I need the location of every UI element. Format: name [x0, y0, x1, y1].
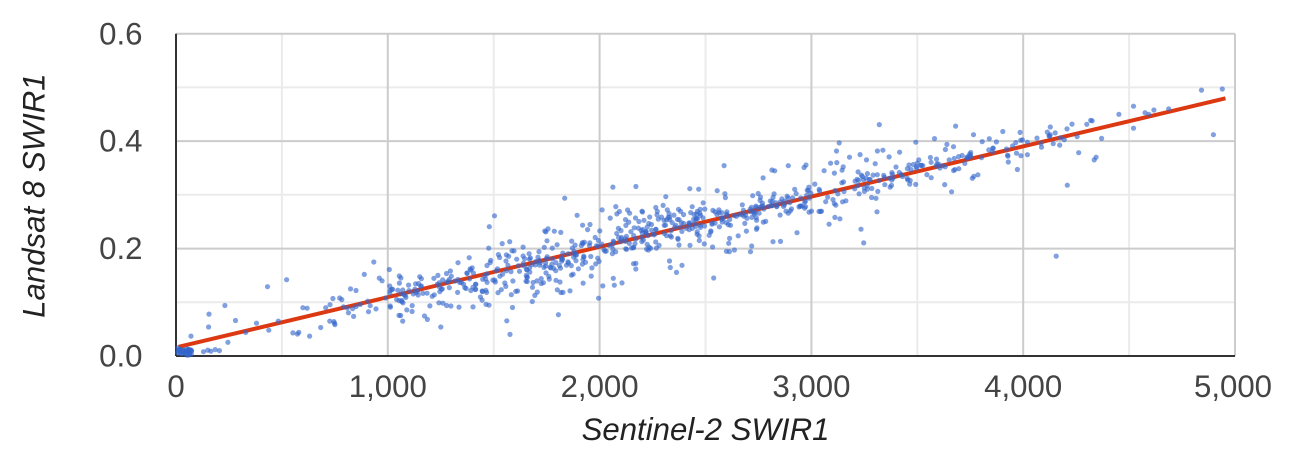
svg-text:Landsat 8 SWIR1: Landsat 8 SWIR1: [17, 73, 52, 317]
svg-text:0: 0: [167, 369, 184, 404]
svg-text:0.2: 0.2: [99, 231, 142, 266]
svg-text:Sentinel-2 SWIR1: Sentinel-2 SWIR1: [582, 412, 830, 447]
svg-text:0.4: 0.4: [99, 124, 142, 159]
svg-text:5,000: 5,000: [1194, 369, 1272, 404]
svg-text:3,000: 3,000: [772, 369, 850, 404]
svg-text:4,000: 4,000: [984, 369, 1062, 404]
svg-text:2,000: 2,000: [561, 369, 639, 404]
svg-text:1,000: 1,000: [349, 369, 427, 404]
svg-text:0.0: 0.0: [99, 339, 142, 374]
svg-text:0.6: 0.6: [99, 16, 142, 51]
